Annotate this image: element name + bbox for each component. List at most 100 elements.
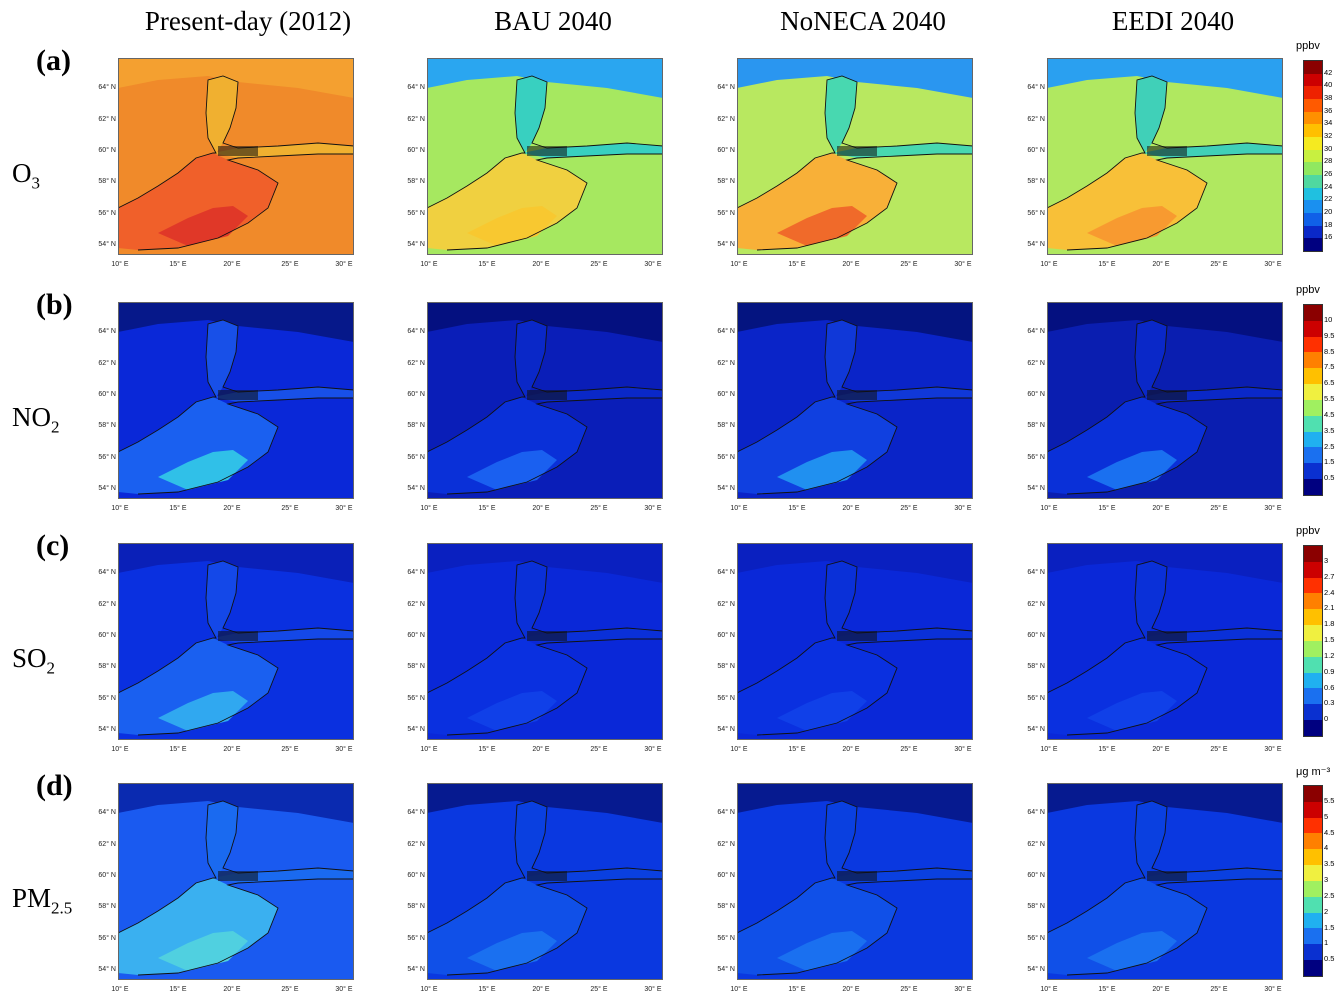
colorbar-tick-label: 5.5 bbox=[1324, 394, 1335, 403]
longitude-tick-label: 20° E bbox=[842, 261, 860, 268]
colorbar-swatch bbox=[1304, 368, 1322, 385]
colorbar-tick-label: 3.5 bbox=[1324, 425, 1335, 435]
map-frame bbox=[737, 543, 973, 740]
latitude-tick-label: 56° N bbox=[407, 454, 425, 461]
latitude-tick-label: 60° N bbox=[1027, 391, 1045, 398]
colorbar-tick-label: 28 bbox=[1324, 156, 1333, 166]
colorbar-swatch bbox=[1304, 399, 1322, 416]
longitude-tick-label: 25° E bbox=[900, 505, 918, 512]
map-svg bbox=[118, 783, 354, 980]
longitude-tick-label: 15° E bbox=[788, 505, 806, 512]
latitude-tick-label: 60° N bbox=[717, 872, 735, 879]
latitude-tick-label: 60° N bbox=[407, 147, 425, 154]
gulf-of-bothnia bbox=[825, 320, 857, 397]
latitude-tick-label: 56° N bbox=[98, 454, 116, 461]
colorbar-swatch bbox=[1304, 187, 1322, 201]
colorbar bbox=[1303, 785, 1323, 977]
colorbar-tick-label: 1.5 bbox=[1324, 457, 1335, 467]
colorbar-tick-label: 26 bbox=[1324, 169, 1333, 178]
latitude-tick-label: 60° N bbox=[407, 632, 425, 639]
longitude-tick-label: 30° E bbox=[1264, 505, 1282, 512]
latitude-tick-label: 64° N bbox=[717, 84, 735, 91]
latitude-tick-label: 56° N bbox=[98, 695, 116, 702]
colorbar-swatch bbox=[1304, 609, 1322, 626]
latitude-tick-label: 56° N bbox=[717, 210, 735, 217]
gulf-of-bothnia bbox=[1135, 801, 1167, 878]
latitude-tick-label: 62° N bbox=[407, 116, 425, 123]
colorbar-swatch bbox=[1304, 546, 1322, 562]
colorbar-tick-label: 1.5 bbox=[1324, 922, 1335, 932]
map-frame bbox=[737, 302, 973, 499]
baltic-central bbox=[1087, 450, 1177, 490]
colorbar-tick-label: 8.5 bbox=[1324, 346, 1335, 356]
latitude-tick-label: 54° N bbox=[98, 485, 116, 492]
longitude-tick-label: 30° E bbox=[644, 505, 662, 512]
longitude-tick-label: 10° E bbox=[111, 261, 129, 268]
longitude-tick-label: 25° E bbox=[900, 746, 918, 753]
map-frame bbox=[118, 58, 354, 255]
colorbar-tick-label: 16 bbox=[1324, 232, 1333, 242]
map-svg bbox=[1047, 58, 1283, 255]
concentration-map bbox=[737, 58, 973, 255]
colorbar-swatch bbox=[1304, 896, 1322, 913]
northern-region bbox=[427, 543, 663, 583]
latitude-tick-label: 58° N bbox=[717, 178, 735, 185]
species-formula: NO bbox=[12, 402, 51, 432]
longitude-tick-label: 15° E bbox=[788, 986, 806, 993]
colorbar-swatch bbox=[1304, 656, 1322, 673]
longitude-tick-label: 30° E bbox=[1264, 261, 1282, 268]
latitude-tick-label: 60° N bbox=[717, 632, 735, 639]
map-svg bbox=[737, 58, 973, 255]
latitude-tick-label: 64° N bbox=[407, 328, 425, 335]
baltic-central bbox=[467, 450, 557, 490]
colorbar-tick-label: 6.5 bbox=[1324, 378, 1335, 388]
latitude-tick-label: 58° N bbox=[717, 903, 735, 910]
baltic-central bbox=[467, 206, 557, 246]
baltic-central bbox=[158, 206, 248, 246]
colorbar-swatch bbox=[1304, 849, 1322, 866]
latitude-tick-label: 56° N bbox=[1027, 935, 1045, 942]
longitude-tick-label: 25° E bbox=[590, 746, 608, 753]
colorbar-swatch bbox=[1304, 833, 1322, 850]
northern-region bbox=[427, 302, 663, 342]
longitude-tick-label: 20° E bbox=[223, 986, 241, 993]
map-svg bbox=[427, 783, 663, 980]
longitude-tick-label: 10° E bbox=[730, 505, 748, 512]
latitude-tick-label: 62° N bbox=[1027, 841, 1045, 848]
longitude-tick-label: 15° E bbox=[1098, 261, 1116, 268]
colorbar-tick-label: 10 bbox=[1324, 314, 1333, 324]
colorbar-tick-label: 2.5 bbox=[1324, 890, 1335, 900]
latitude-tick-label: 64° N bbox=[98, 328, 116, 335]
colorbar-swatch bbox=[1304, 174, 1322, 188]
latitude-tick-label: 62° N bbox=[407, 601, 425, 608]
map-svg bbox=[427, 302, 663, 499]
latitude-tick-label: 60° N bbox=[1027, 147, 1045, 154]
archipelago bbox=[1147, 146, 1187, 156]
latitude-tick-label: 58° N bbox=[1027, 903, 1045, 910]
colorbar-tick-label: 5 bbox=[1324, 811, 1329, 821]
longitude-tick-label: 20° E bbox=[1152, 986, 1170, 993]
colorbar-swatch bbox=[1304, 912, 1322, 929]
latitude-tick-label: 54° N bbox=[717, 241, 735, 248]
colorbar bbox=[1303, 60, 1323, 252]
archipelago bbox=[218, 631, 258, 641]
colorbar-swatch bbox=[1304, 880, 1322, 897]
longitude-tick-label: 15° E bbox=[478, 505, 496, 512]
baltic-central bbox=[777, 931, 867, 971]
longitude-tick-label: 10° E bbox=[1040, 505, 1058, 512]
colorbar-tick-label: 1 bbox=[1324, 938, 1329, 948]
colorbar-tick-label: 0.6 bbox=[1324, 682, 1335, 692]
gulf-of-bothnia bbox=[1135, 561, 1167, 638]
concentration-map bbox=[427, 58, 663, 255]
longitude-tick-label: 10° E bbox=[420, 505, 438, 512]
latitude-tick-label: 56° N bbox=[717, 935, 735, 942]
map-svg bbox=[1047, 302, 1283, 499]
map-frame bbox=[427, 543, 663, 740]
gulf-of-bothnia bbox=[206, 76, 238, 153]
latitude-tick-label: 54° N bbox=[98, 966, 116, 973]
longitude-tick-label: 30° E bbox=[954, 261, 972, 268]
archipelago bbox=[527, 146, 567, 156]
latitude-tick-label: 62° N bbox=[407, 841, 425, 848]
latitude-tick-label: 56° N bbox=[717, 695, 735, 702]
colorbar-swatch bbox=[1304, 786, 1322, 802]
